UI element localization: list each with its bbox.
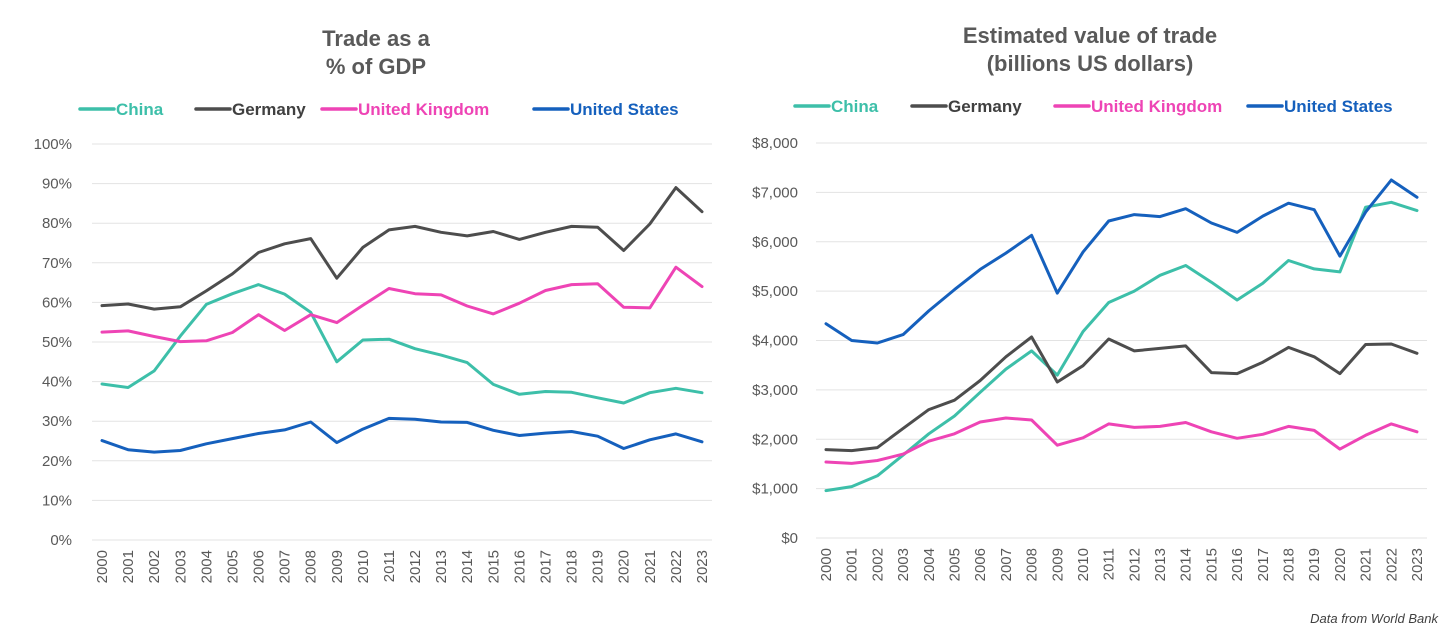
chart-1-y-tick-label: 20% (42, 453, 72, 470)
chart-1-x-tick-label: 2010 (355, 550, 372, 583)
chart-1-y-tick-label: 100% (34, 136, 72, 153)
chart-2-x-tick-label: 2010 (1075, 548, 1092, 581)
chart-2-x-tick-label: 2009 (1049, 548, 1066, 581)
chart-2-x-tick-label: 2015 (1203, 548, 1220, 581)
chart-1-x-tick-label: 2014 (459, 550, 476, 583)
chart-1-y-tick-label: 0% (50, 532, 72, 549)
chart-2-x-tick-label: 2018 (1281, 548, 1298, 581)
chart-1-y-tick-label: 90% (42, 176, 72, 193)
chart-2-y-tick-label: $1,000 (752, 481, 798, 498)
chart-1-legend-label-china: China (116, 100, 164, 119)
chart-2-x-tick-label: 2001 (844, 548, 861, 581)
chart-1-x-tick-label: 2007 (277, 550, 294, 583)
chart-1-y-tick-label: 70% (42, 255, 72, 272)
chart-2-x-tick-label: 2021 (1358, 548, 1375, 581)
chart-2-x-tick-label: 2006 (972, 548, 989, 581)
chart-1-x-tick-label: 2011 (381, 550, 398, 582)
chart-2-x-tick-label: 2011 (1101, 548, 1118, 580)
chart-1-x-tick-label: 2001 (120, 550, 137, 583)
chart-1-trade-pct-gdp: 0% 10% 20% 30% 40% 50% 60% 70% 80% 90% 100% 2000 200… (34, 100, 712, 583)
chart-2-x-tick-label: 2004 (921, 548, 938, 581)
chart-1-series-line-united-kingdom (100, 265, 704, 344)
chart-2-x-tick-label: 2020 (1332, 548, 1349, 581)
chart-2-x-tick-label: 2002 (869, 548, 886, 581)
chart-2-title-line-1: Estimated value of trade (963, 23, 1217, 48)
chart-2-x-tick-label: 2008 (1024, 548, 1041, 581)
chart-2-y-tick-label: $5,000 (752, 283, 798, 300)
chart-1-x-tick-label: 2019 (590, 550, 607, 583)
chart-2-x-tick-label: 2019 (1306, 548, 1323, 581)
chart-2-x-tick-label: 2012 (1126, 548, 1143, 581)
chart-1-series-line-china (100, 283, 704, 405)
chart-2-series-line-china (824, 200, 1419, 493)
chart-2-legend-label-germany: Germany (948, 97, 1022, 116)
chart-2-y-tick-label: $3,000 (752, 382, 798, 399)
chart-2-legend-label-united-kingdom: United Kingdom (1091, 97, 1222, 116)
chart-2-legend-label-china: China (831, 97, 879, 116)
chart-2-x-tick-label: 2023 (1409, 548, 1426, 581)
chart-1-x-tick-label: 2009 (329, 550, 346, 583)
chart-2-series-line-united-states (824, 178, 1419, 345)
chart-1-x-tick-label: 2006 (251, 550, 268, 583)
chart-2-y-tick-label: $0 (781, 530, 798, 547)
chart-1-x-tick-label: 2022 (668, 550, 685, 583)
chart-2-x-tick-label: 2017 (1255, 548, 1272, 581)
chart-1-y-tick-label: 80% (42, 215, 72, 232)
chart-2-series-line-germany (824, 335, 1419, 453)
chart-1-x-tick-label: 2012 (407, 550, 424, 583)
chart-1-y-tick-label: 40% (42, 374, 72, 391)
chart-2-y-tick-label: $7,000 (752, 184, 798, 201)
chart-1-x-tick-label: 2017 (537, 550, 554, 583)
chart-1-legend-label-germany: Germany (232, 100, 306, 119)
chart-1-y-tick-label: 30% (42, 413, 72, 430)
chart-1-series-line-united-states (100, 416, 704, 454)
chart-1-title-line-1: Trade as a (322, 26, 430, 51)
chart-1-title-line-2: % of GDP (326, 54, 426, 79)
chart-1-y-tick-label: 10% (42, 492, 72, 509)
chart-2-y-tick-label: $2,000 (752, 431, 798, 448)
chart-1-x-tick-label: 2002 (146, 550, 163, 583)
chart-2-y-tick-label: $4,000 (752, 333, 798, 350)
chart-1-y-tick-label: 50% (42, 334, 72, 351)
chart-2-legend-label-united-states: United States (1284, 97, 1393, 116)
chart-1-x-tick-label: 2018 (564, 550, 581, 583)
chart-1-x-tick-label: 2020 (616, 550, 633, 583)
chart-1-x-tick-label: 2016 (511, 550, 528, 583)
chart-2-series-line-united-kingdom (824, 416, 1419, 465)
chart-2-trade-value: $0 $1,000 $2,000 $3,000 $4,000 $5,000 $6,000 $7… (752, 97, 1427, 581)
chart-1-x-tick-label: 2005 (224, 550, 241, 583)
chart-1-x-tick-label: 2015 (485, 550, 502, 583)
chart-2-x-tick-label: 2005 (946, 548, 963, 581)
chart-1-x-tick-label: 2023 (694, 550, 711, 583)
chart-1-series-line-germany (100, 186, 704, 311)
chart-1-legend-label-united-states: United States (570, 100, 679, 119)
chart-1-legend-label-united-kingdom: United Kingdom (358, 100, 489, 119)
chart-2-title-line-2: (billions US dollars) (987, 51, 1194, 76)
chart-1-x-tick-label: 2000 (94, 550, 111, 583)
chart-1-x-tick-label: 2013 (433, 550, 450, 583)
chart-2-x-tick-label: 2007 (998, 548, 1015, 581)
chart-2-x-tick-label: 2000 (818, 548, 835, 581)
chart-1-x-tick-label: 2008 (303, 550, 320, 583)
chart-1-x-tick-label: 2003 (172, 550, 189, 583)
chart-2-y-tick-label: $6,000 (752, 234, 798, 251)
chart-2-x-tick-label: 2013 (1152, 548, 1169, 581)
chart-1-x-tick-label: 2021 (642, 550, 659, 583)
chart-1-x-tick-label: 2004 (198, 550, 215, 583)
chart-2-x-tick-label: 2022 (1383, 548, 1400, 581)
chart-2-x-tick-label: 2014 (1178, 548, 1195, 581)
chart-2-x-tick-label: 2016 (1229, 548, 1246, 581)
chart-2-x-tick-label: 2003 (895, 548, 912, 581)
chart-2-y-tick-label: $8,000 (752, 135, 798, 152)
source-note: Data from World Bank (1310, 611, 1439, 626)
chart-1-y-tick-label: 60% (42, 294, 72, 311)
